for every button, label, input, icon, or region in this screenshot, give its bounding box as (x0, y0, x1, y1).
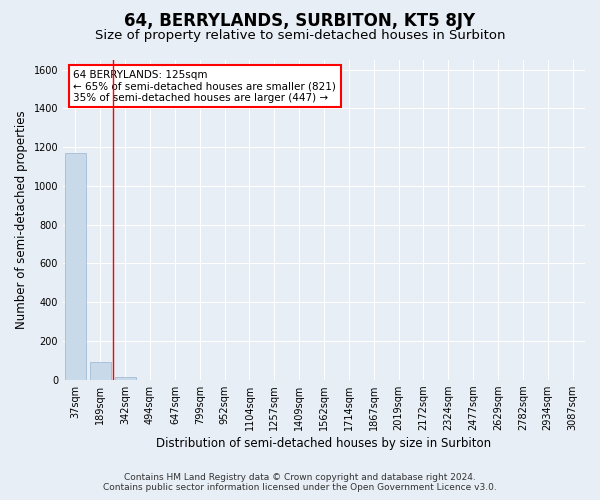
Text: 64 BERRYLANDS: 125sqm
← 65% of semi-detached houses are smaller (821)
35% of sem: 64 BERRYLANDS: 125sqm ← 65% of semi-deta… (73, 70, 337, 103)
Text: Size of property relative to semi-detached houses in Surbiton: Size of property relative to semi-detach… (95, 29, 505, 42)
Text: 64, BERRYLANDS, SURBITON, KT5 8JY: 64, BERRYLANDS, SURBITON, KT5 8JY (124, 12, 476, 30)
Y-axis label: Number of semi-detached properties: Number of semi-detached properties (15, 110, 28, 329)
Bar (90, 362, 111, 380)
Text: Contains HM Land Registry data © Crown copyright and database right 2024.
Contai: Contains HM Land Registry data © Crown c… (103, 473, 497, 492)
X-axis label: Distribution of semi-detached houses by size in Surbiton: Distribution of semi-detached houses by … (157, 437, 491, 450)
Bar (65, 153, 86, 380)
Bar (115, 376, 136, 380)
